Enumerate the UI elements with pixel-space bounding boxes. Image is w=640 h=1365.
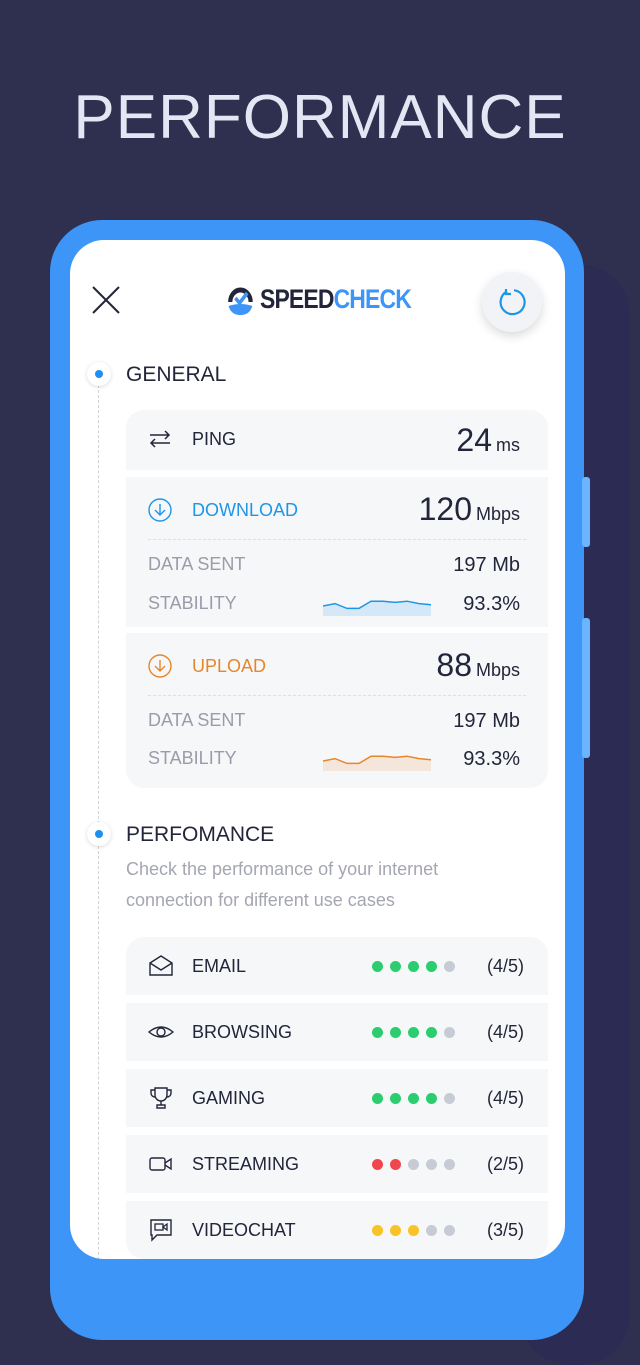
rating-dot-empty	[426, 1225, 437, 1236]
close-icon[interactable]	[90, 284, 122, 316]
stability-label: STABILITY	[148, 748, 237, 768]
rating-dot-empty	[444, 1159, 455, 1170]
performance-label: GAMING	[192, 1088, 266, 1108]
upload-value: 88	[436, 647, 472, 683]
app-screen: SPEEDCHECK GENERAL PING 24 ms DOWNLOAD 12…	[70, 240, 565, 1259]
timeline-bullet	[87, 362, 111, 386]
rating-dot-filled	[408, 1093, 419, 1104]
rating-dot-filled	[390, 961, 401, 972]
ping-value: 24	[456, 422, 492, 458]
upload-label: UPLOAD	[192, 655, 267, 676]
rating-dots	[372, 1159, 455, 1170]
rating-dot-filled	[408, 1225, 419, 1236]
performance-row-streaming[interactable]: STREAMING (2/5)	[126, 1135, 548, 1193]
rating-dots	[372, 1225, 455, 1236]
rating-dots	[372, 961, 455, 972]
rating-dot-empty	[426, 1159, 437, 1170]
performance-heading: PERFOMANCE	[126, 823, 275, 846]
rating-dot-filled	[390, 1159, 401, 1170]
ping-card: PING 24 ms	[126, 410, 548, 470]
rating-dot-empty	[444, 1093, 455, 1104]
performance-score: (4/5)	[486, 956, 524, 976]
rating-dot-filled	[426, 961, 437, 972]
refresh-button[interactable]	[482, 272, 542, 332]
rating-dot-filled	[390, 1225, 401, 1236]
eye-icon	[148, 1026, 174, 1038]
sparkline-line	[323, 755, 431, 765]
rating-dot-filled	[408, 1027, 419, 1038]
performance-row-videochat[interactable]: VIDEOCHAT (3/5)	[126, 1201, 548, 1259]
sparkline-area	[323, 756, 431, 771]
rating-dot-filled	[426, 1093, 437, 1104]
data-sent-label: DATA SENT	[148, 710, 246, 730]
data-sent-value: 197 Mb	[453, 554, 520, 576]
trophy-icon	[150, 1087, 172, 1109]
upload-stability-sparkline	[323, 755, 431, 771]
refresh-icon	[499, 289, 526, 316]
performance-description: Check the performance of your internet c…	[126, 859, 439, 910]
speedcheck-logo: SPEEDCHECK	[226, 282, 412, 316]
performance-row-gaming[interactable]: GAMING (4/5)	[126, 1069, 548, 1127]
rating-dot-empty	[444, 961, 455, 972]
download-label: DOWNLOAD	[192, 499, 299, 520]
rating-dot-filled	[372, 1159, 383, 1170]
rating-dot-filled	[426, 1027, 437, 1038]
envelope-icon	[149, 955, 173, 976]
performance-score: (3/5)	[486, 1220, 524, 1240]
stability-value: 93.3%	[463, 593, 520, 615]
download-stability-sparkline	[323, 600, 431, 616]
data-sent-value: 197 Mb	[453, 710, 520, 732]
ping-label: PING	[192, 428, 237, 449]
sparkline-area	[323, 601, 431, 616]
divider	[148, 539, 526, 540]
performance-label: VIDEOCHAT	[192, 1220, 296, 1240]
phone-side-button	[582, 477, 590, 547]
swap-arrows-icon	[149, 430, 171, 448]
performance-score: (2/5)	[486, 1154, 524, 1174]
rating-dot-filled	[408, 961, 419, 972]
rating-dot-filled	[390, 1027, 401, 1038]
rating-dot-filled	[372, 1027, 383, 1038]
rating-dots	[372, 1027, 455, 1038]
timeline-line	[98, 380, 99, 1259]
data-sent-label: DATA SENT	[148, 554, 246, 574]
rating-dot-filled	[372, 1093, 383, 1104]
phone-side-button	[582, 618, 590, 758]
rating-dot-empty	[408, 1159, 419, 1170]
rating-dots	[372, 1093, 455, 1104]
logo-text-check: CHECK	[333, 283, 412, 314]
download-arrow-icon	[148, 498, 172, 522]
ping-unit: ms	[496, 435, 520, 455]
upload-arrow-icon	[148, 654, 172, 678]
sparkline-line	[323, 600, 431, 610]
download-value: 120	[418, 491, 472, 527]
performance-row-email[interactable]: EMAIL (4/5)	[126, 937, 548, 995]
rating-dot-filled	[372, 961, 383, 972]
performance-label: EMAIL	[192, 956, 247, 976]
rating-dot-filled	[390, 1093, 401, 1104]
download-card: DOWNLOAD 120 Mbps DATA SENT 197 Mb STABIL…	[126, 477, 548, 627]
upload-unit: Mbps	[475, 660, 520, 680]
download-unit: Mbps	[475, 504, 520, 524]
general-heading: GENERAL	[126, 363, 227, 386]
performance-score: (4/5)	[486, 1088, 524, 1108]
performance-score: (4/5)	[486, 1022, 524, 1042]
logo-gauge-icon	[228, 287, 253, 315]
performance-label: STREAMING	[192, 1154, 300, 1174]
performance-row-browsing[interactable]: BROWSING (4/5)	[126, 1003, 548, 1061]
video-camera-icon	[149, 1157, 172, 1171]
rating-dot-empty	[444, 1225, 455, 1236]
divider	[148, 695, 526, 696]
rating-dot-empty	[444, 1027, 455, 1038]
upload-card: UPLOAD 88 Mbps DATA SENT 197 Mb STABILITY…	[126, 633, 548, 788]
performance-label: BROWSING	[192, 1022, 293, 1042]
logo-text-speed: SPEED	[260, 283, 334, 314]
timeline-bullet	[87, 822, 111, 846]
rating-dot-filled	[372, 1225, 383, 1236]
video-chat-icon	[150, 1219, 172, 1242]
page-title: PERFORMANCE	[73, 83, 567, 152]
stability-value: 93.3%	[463, 748, 520, 770]
stability-label: STABILITY	[148, 593, 237, 613]
